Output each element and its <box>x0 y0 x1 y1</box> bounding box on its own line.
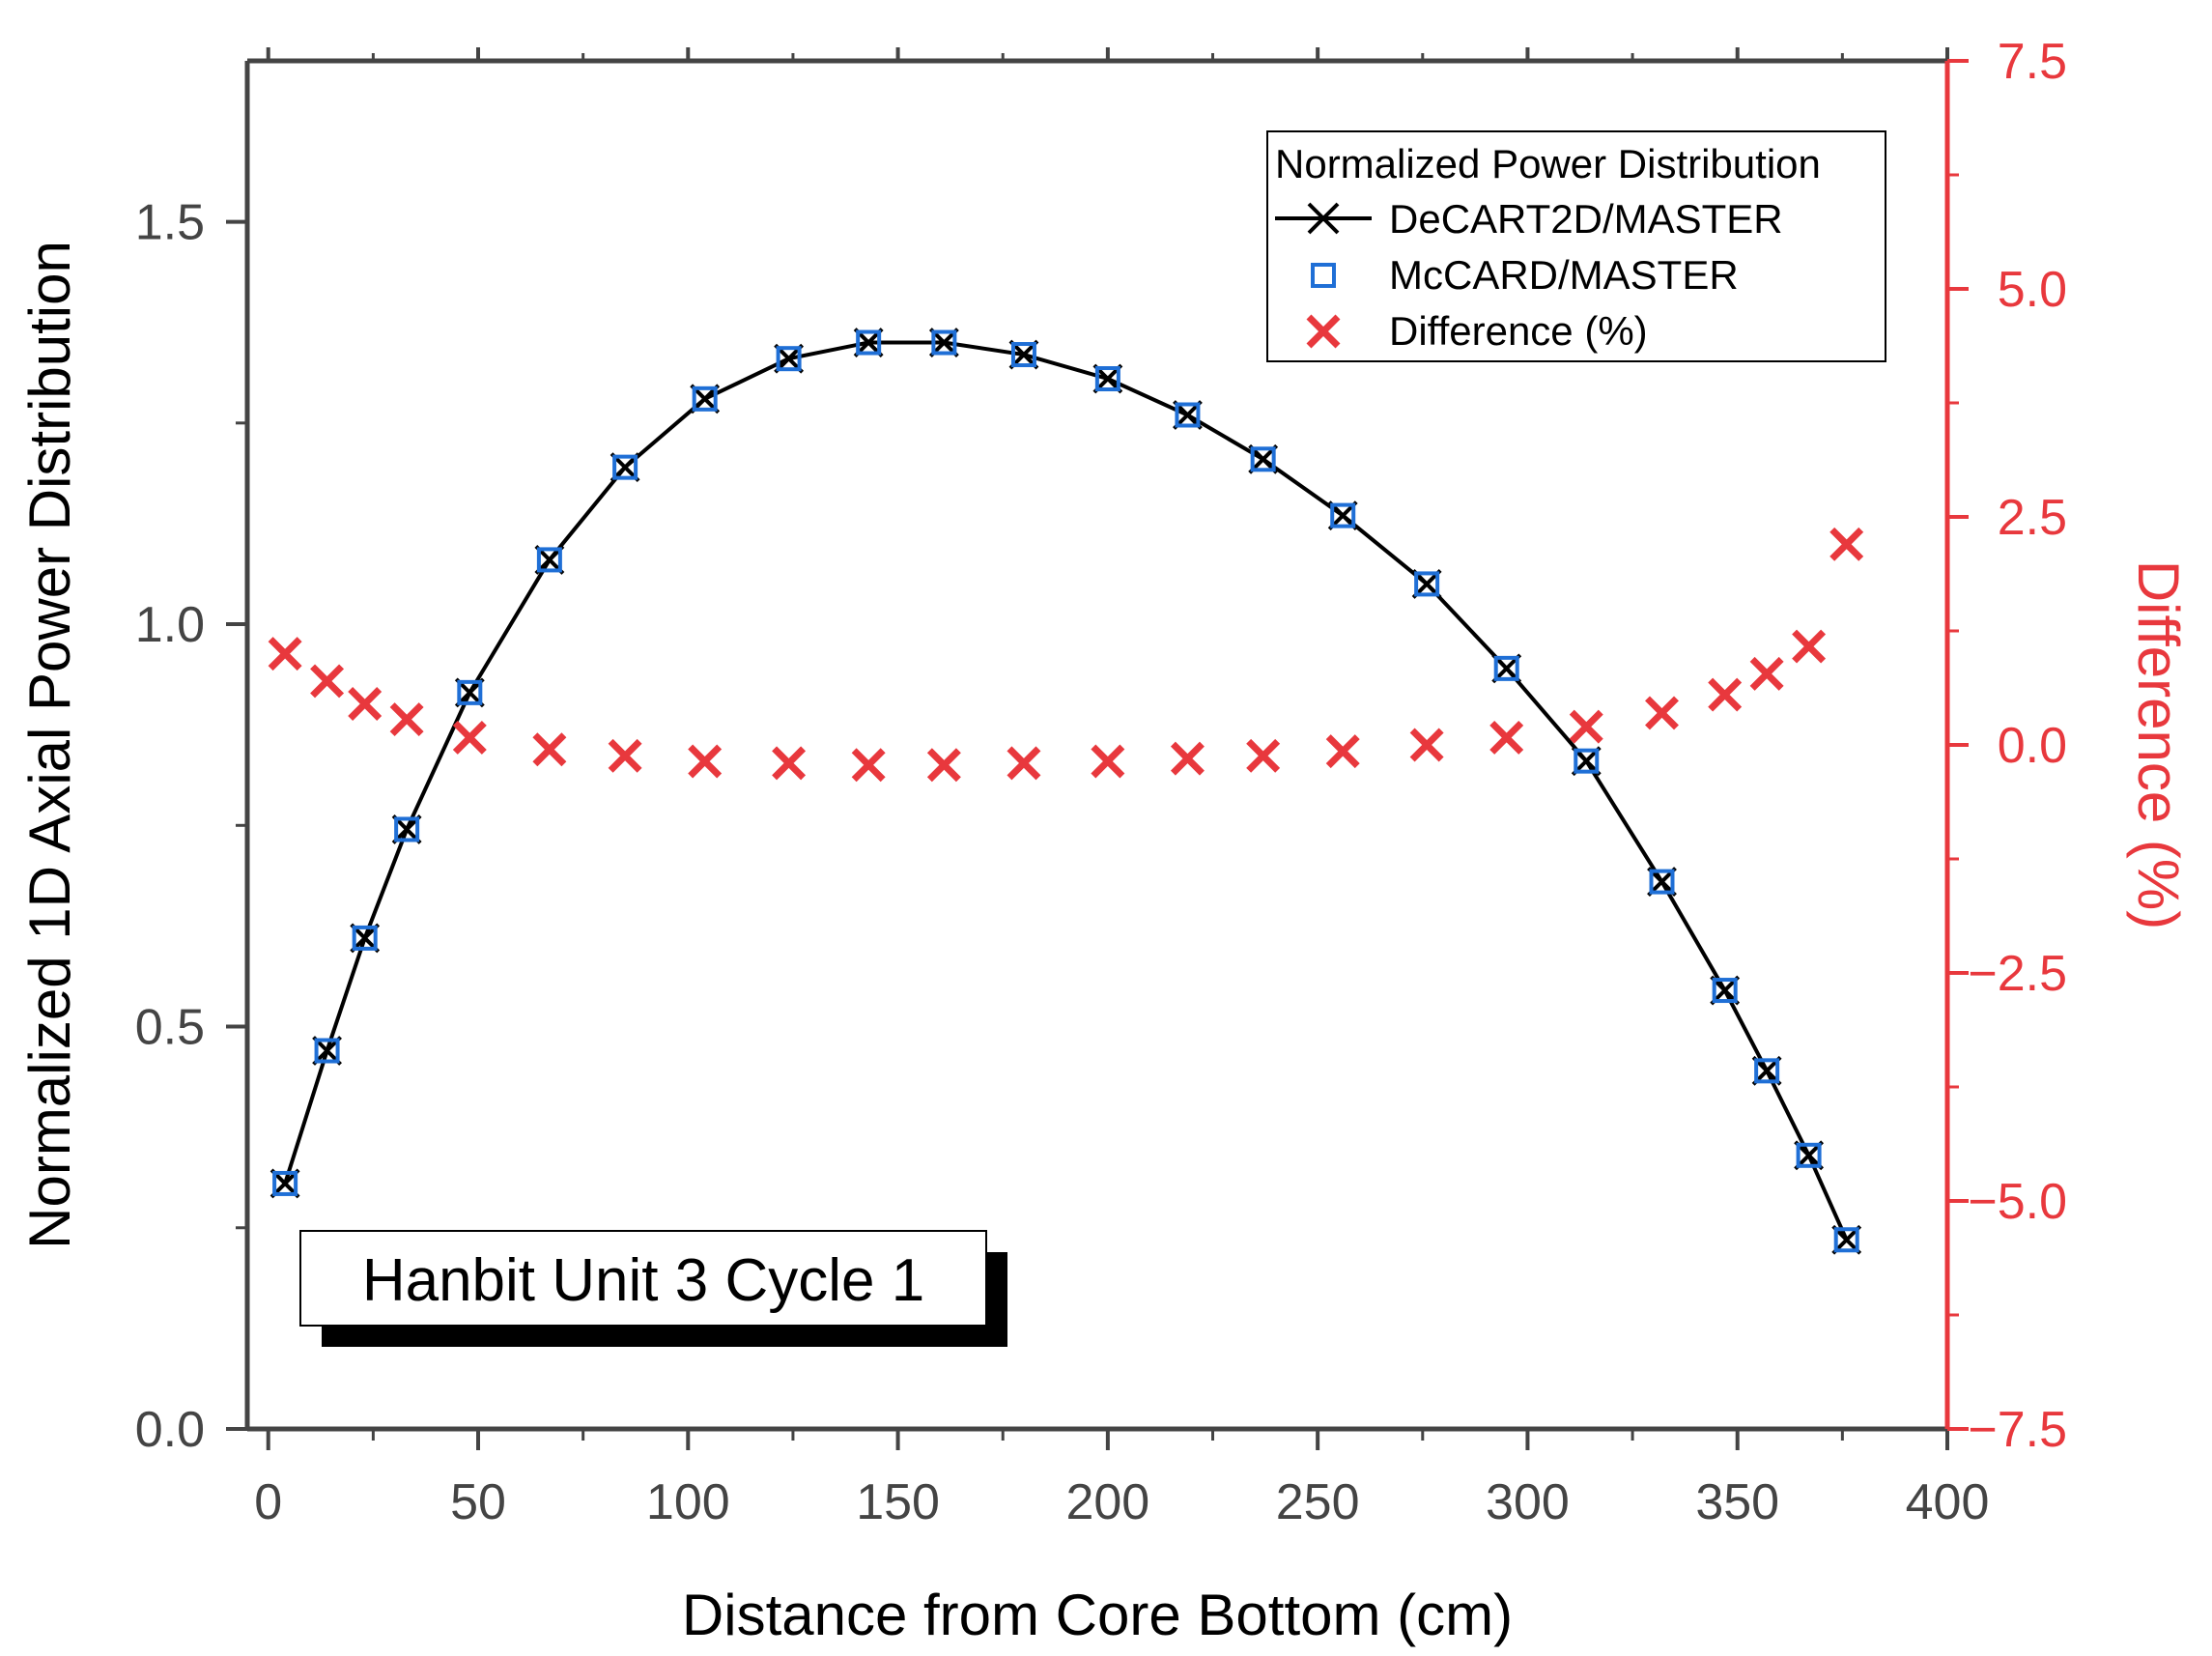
legend-difference-label: Difference (%) <box>1389 308 1648 354</box>
difference-point <box>1489 720 1524 755</box>
legend-frame <box>1266 130 1886 362</box>
difference-point <box>688 744 723 779</box>
mccard-point <box>1833 1227 1859 1253</box>
mccard-point <box>856 329 882 356</box>
mccard-point <box>776 346 802 372</box>
difference-point <box>1569 709 1603 744</box>
legend-decart-label: DeCART2D/MASTER <box>1389 196 1783 242</box>
legend-difference-x-icon <box>1306 314 1341 349</box>
difference-point <box>1246 738 1281 773</box>
difference-point <box>268 637 302 671</box>
x-tick-label: 100 <box>646 1474 730 1530</box>
y2-tick-label: −7.5 <box>1968 1402 2067 1458</box>
difference-point <box>389 702 424 737</box>
difference-point <box>1409 728 1444 762</box>
decart-line <box>283 340 1849 1242</box>
mccard-point <box>394 816 420 842</box>
y2-tick-label: 0.0 <box>1998 718 2067 774</box>
difference-point <box>348 687 383 721</box>
mccard-point <box>1796 1142 1822 1168</box>
difference-point <box>851 748 886 783</box>
y2-tick-label: 5.0 <box>1998 262 2067 318</box>
plot-series <box>268 328 1864 1255</box>
mccard-markers <box>272 329 1859 1253</box>
mccard-point <box>692 385 718 412</box>
mccard-point <box>931 329 957 356</box>
difference-point <box>772 746 807 781</box>
mccard-point <box>1712 978 1738 1004</box>
mccard-point <box>612 454 638 480</box>
legend-title: Normalized Power Distribution <box>1275 141 1821 186</box>
mccard-point <box>1010 342 1036 368</box>
difference-point <box>1007 746 1041 781</box>
legend-item-mccard: McCARD/MASTER <box>1311 252 1739 298</box>
x-tick-label: 150 <box>856 1474 940 1530</box>
x-axis-label: Distance from Core Bottom (cm) <box>682 1583 1513 1647</box>
y-axis-label: Normalized 1D Axial Power Distribution <box>17 241 82 1249</box>
mccard-point <box>536 547 562 573</box>
legend-item-decart: DeCART2D/MASTER <box>1275 196 1783 242</box>
difference-point <box>1645 696 1679 730</box>
mccard-point <box>314 1038 340 1064</box>
mccard-point <box>272 1170 298 1196</box>
legend-decart-x-icon <box>1307 202 1340 235</box>
difference-point <box>608 738 642 773</box>
difference-point <box>310 664 345 699</box>
legend: Normalized Power Distribution DeCART2D/M… <box>1266 130 1886 362</box>
y-tick-label: 0.5 <box>135 1000 205 1056</box>
x-tick-label: 50 <box>450 1474 506 1530</box>
difference-point <box>532 732 567 767</box>
legend-mccard-square-icon <box>1311 263 1336 288</box>
difference-point <box>1091 744 1125 779</box>
mccard-point <box>1649 869 1675 895</box>
difference-point <box>926 748 961 783</box>
y-tick-label: 1.5 <box>135 195 205 251</box>
mccard-point <box>1250 446 1276 472</box>
y-ticks: 0.0 0.5 1.0 1.5 <box>135 195 247 1458</box>
mccard-point <box>1493 655 1519 681</box>
mccard-point <box>457 679 483 705</box>
x-ticks: 0 50 100 150 200 250 300 350 400 <box>254 47 1989 1530</box>
legend-item-difference: Difference (%) <box>1306 308 1648 354</box>
difference-point <box>1708 677 1743 712</box>
difference-point <box>452 720 487 755</box>
difference-point <box>1170 741 1205 776</box>
y2-tick-label: −2.5 <box>1968 946 2067 1002</box>
difference-point <box>1829 527 1864 561</box>
x-tick-label: 0 <box>254 1474 282 1530</box>
difference-point <box>1325 734 1360 769</box>
y2-axis-label: Difference (%) <box>2126 560 2191 929</box>
difference-point <box>1749 656 1784 691</box>
mccard-point <box>1414 571 1440 597</box>
difference-point <box>1792 629 1827 664</box>
y2-tick-label: −5.0 <box>1968 1174 2067 1230</box>
x-tick-label: 250 <box>1276 1474 1360 1530</box>
annotation-frame <box>299 1230 987 1327</box>
diff-markers <box>268 527 1864 783</box>
mccard-point <box>1330 502 1356 528</box>
y-tick-label: 1.0 <box>135 597 205 653</box>
annotation-box: Hanbit Unit 3 Cycle 1 <box>299 1230 1007 1347</box>
x-tick-label: 350 <box>1695 1474 1779 1530</box>
x-tick-label: 200 <box>1065 1474 1149 1530</box>
y2-tick-label: 7.5 <box>1998 34 2067 90</box>
mccard-point <box>1175 402 1201 428</box>
mccard-point <box>1094 366 1120 392</box>
y2-ticks: −7.5 −5.0 −2.5 0.0 2.5 5.0 7.5 <box>1947 34 2067 1458</box>
annotation-text: Hanbit Unit 3 Cycle 1 <box>362 1247 924 1314</box>
legend-mccard-label: McCARD/MASTER <box>1389 252 1739 298</box>
mccard-point <box>1754 1058 1780 1084</box>
mccard-point <box>352 925 378 951</box>
decart-markers <box>269 328 1862 1255</box>
x-tick-label: 300 <box>1486 1474 1570 1530</box>
x-tick-label: 400 <box>1906 1474 1990 1530</box>
y2-tick-label: 2.5 <box>1998 490 2067 546</box>
mccard-point <box>1574 748 1600 774</box>
y-tick-label: 0.0 <box>135 1402 205 1458</box>
